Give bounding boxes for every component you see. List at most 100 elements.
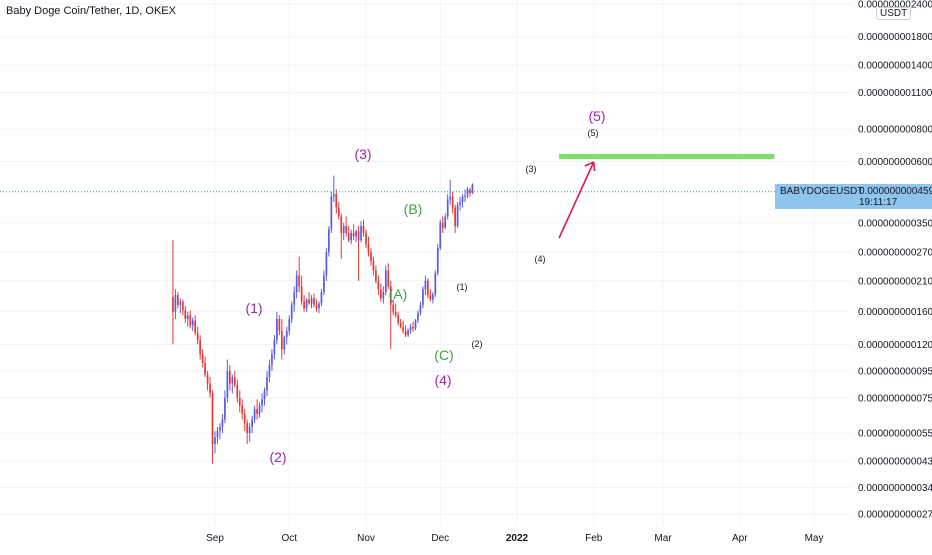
candle-body (201, 354, 204, 363)
candle-body (298, 275, 301, 287)
candle-body (409, 326, 412, 331)
candle (285, 326, 288, 345)
candle (181, 299, 184, 316)
candle-body (345, 226, 348, 233)
candle-body (397, 315, 400, 323)
candle-body (231, 377, 234, 384)
candle (407, 328, 409, 338)
y-axis[interactable]: 0.0000000024000 0.0000000018000 0.00000000… (858, 0, 932, 520)
candle-body (365, 232, 367, 245)
candle-body (189, 315, 192, 326)
y-tick-label: 0.0000000003500 (858, 218, 932, 229)
candle-body (464, 195, 466, 197)
y-tick-label: 0.0000000000340 (858, 483, 932, 494)
candle-body (305, 299, 308, 309)
candle (441, 216, 444, 233)
x-axis[interactable]: Sep Oct Nov Dec 2022 Feb Mar Apr May (206, 533, 823, 544)
candle (464, 189, 466, 203)
candle-body (303, 301, 305, 309)
candle-body (434, 272, 437, 295)
candle (397, 311, 400, 326)
candle (377, 275, 380, 296)
candle-body (337, 207, 340, 217)
unit-badge[interactable]: USDT (876, 7, 912, 20)
target-zone (559, 154, 775, 159)
x-tick-label: Dec (431, 533, 449, 544)
candle-body (407, 330, 409, 336)
candle (211, 390, 214, 464)
candle-body (441, 222, 444, 228)
candle-body (238, 397, 241, 406)
candle (399, 319, 402, 329)
candle (454, 204, 456, 233)
candle (355, 229, 357, 243)
candle (325, 248, 328, 281)
candle (258, 402, 261, 418)
candle (303, 295, 305, 312)
wave-label: (1) (245, 300, 262, 316)
candle-body (328, 229, 330, 253)
candle (451, 191, 454, 214)
candle-body (360, 226, 362, 241)
candle-body (300, 286, 303, 302)
last-price-symbol: BABYDOGEUSDT (780, 186, 864, 197)
candle-body (179, 301, 182, 305)
candle-body (310, 298, 313, 304)
candle (382, 286, 385, 304)
candle (412, 322, 414, 332)
y-tick-label: 0.0000000000430 (858, 457, 932, 468)
candle-body (355, 231, 357, 237)
candle (429, 289, 432, 302)
candle-body (377, 280, 380, 290)
candle-body (422, 289, 424, 305)
candle-body (209, 383, 211, 394)
candle-body (466, 189, 469, 196)
candle (256, 399, 258, 420)
projection-arrow-head (584, 161, 596, 172)
candle-body (454, 207, 456, 227)
candle (461, 194, 464, 208)
candle (243, 408, 246, 431)
candle-body (243, 414, 246, 424)
candle-body (248, 426, 251, 434)
candle-body (308, 299, 310, 304)
candle-body (429, 295, 432, 300)
x-tick-label: May (805, 533, 824, 544)
candle-body (246, 423, 249, 434)
candle (436, 244, 439, 276)
candle (404, 325, 407, 338)
candle (469, 188, 471, 197)
candle (224, 390, 226, 424)
candle-body (184, 310, 187, 320)
candle (466, 186, 469, 199)
candle-body (439, 222, 442, 249)
y-tick-label: 0.0000000014000 (858, 61, 932, 72)
candle-body (206, 374, 209, 384)
candle-body (417, 313, 419, 321)
candle (357, 226, 360, 281)
candle-body (199, 339, 202, 355)
candle (238, 390, 241, 413)
candle-body (315, 304, 318, 309)
candle-body (382, 292, 385, 299)
candle-body (181, 301, 184, 311)
candle (439, 219, 442, 251)
candle-body (350, 232, 353, 241)
wave-label: (2) (269, 449, 286, 465)
candle-body (293, 292, 296, 305)
candle (340, 213, 343, 259)
candle-body (219, 426, 221, 431)
candle-body (384, 270, 387, 293)
candle (236, 379, 239, 403)
candle-body (251, 419, 253, 427)
x-tick-label: 2022 (506, 533, 529, 544)
candle-body (427, 280, 429, 296)
candle (424, 275, 427, 296)
y-tick-label: 0.0000000001600 (858, 307, 932, 318)
candle (305, 298, 308, 312)
candle-body (394, 311, 397, 316)
candle (347, 226, 350, 243)
y-tick-label: 0.0000000000750 (858, 393, 932, 404)
candle-body (392, 304, 395, 312)
